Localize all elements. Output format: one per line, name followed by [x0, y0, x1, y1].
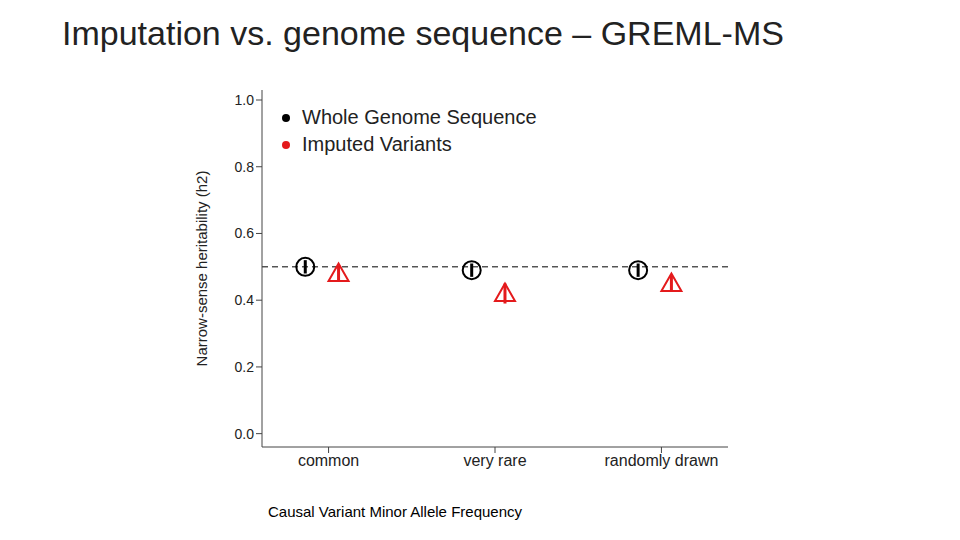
html-text:Whole Genome Sequence: Whole Genome Sequence: [302, 106, 537, 128]
svg-text:randomly drawn: randomly drawn: [605, 452, 719, 469]
svg-text:common: common: [298, 452, 359, 469]
svg-text:1.0: 1.0: [235, 92, 255, 108]
svg-text:0.8: 0.8: [235, 159, 255, 175]
svg-text:Narrow-sense heritability (h2): Narrow-sense heritability (h2): [193, 171, 210, 367]
svg-text:0.2: 0.2: [235, 359, 255, 375]
html-text:Imputed Variants: Imputed Variants: [302, 133, 452, 155]
html-text:Imputation vs. genome sequence: Imputation vs. genome sequence – GREML-M…: [62, 14, 784, 52]
svg-text:very rare: very rare: [463, 452, 526, 469]
svg-text:0.0: 0.0: [235, 426, 255, 442]
html-text:Causal Variant Minor Allele Fr: Causal Variant Minor Allele Frequency: [268, 503, 522, 520]
svg-text:0.6: 0.6: [235, 225, 255, 241]
svg-text:0.4: 0.4: [235, 292, 255, 308]
